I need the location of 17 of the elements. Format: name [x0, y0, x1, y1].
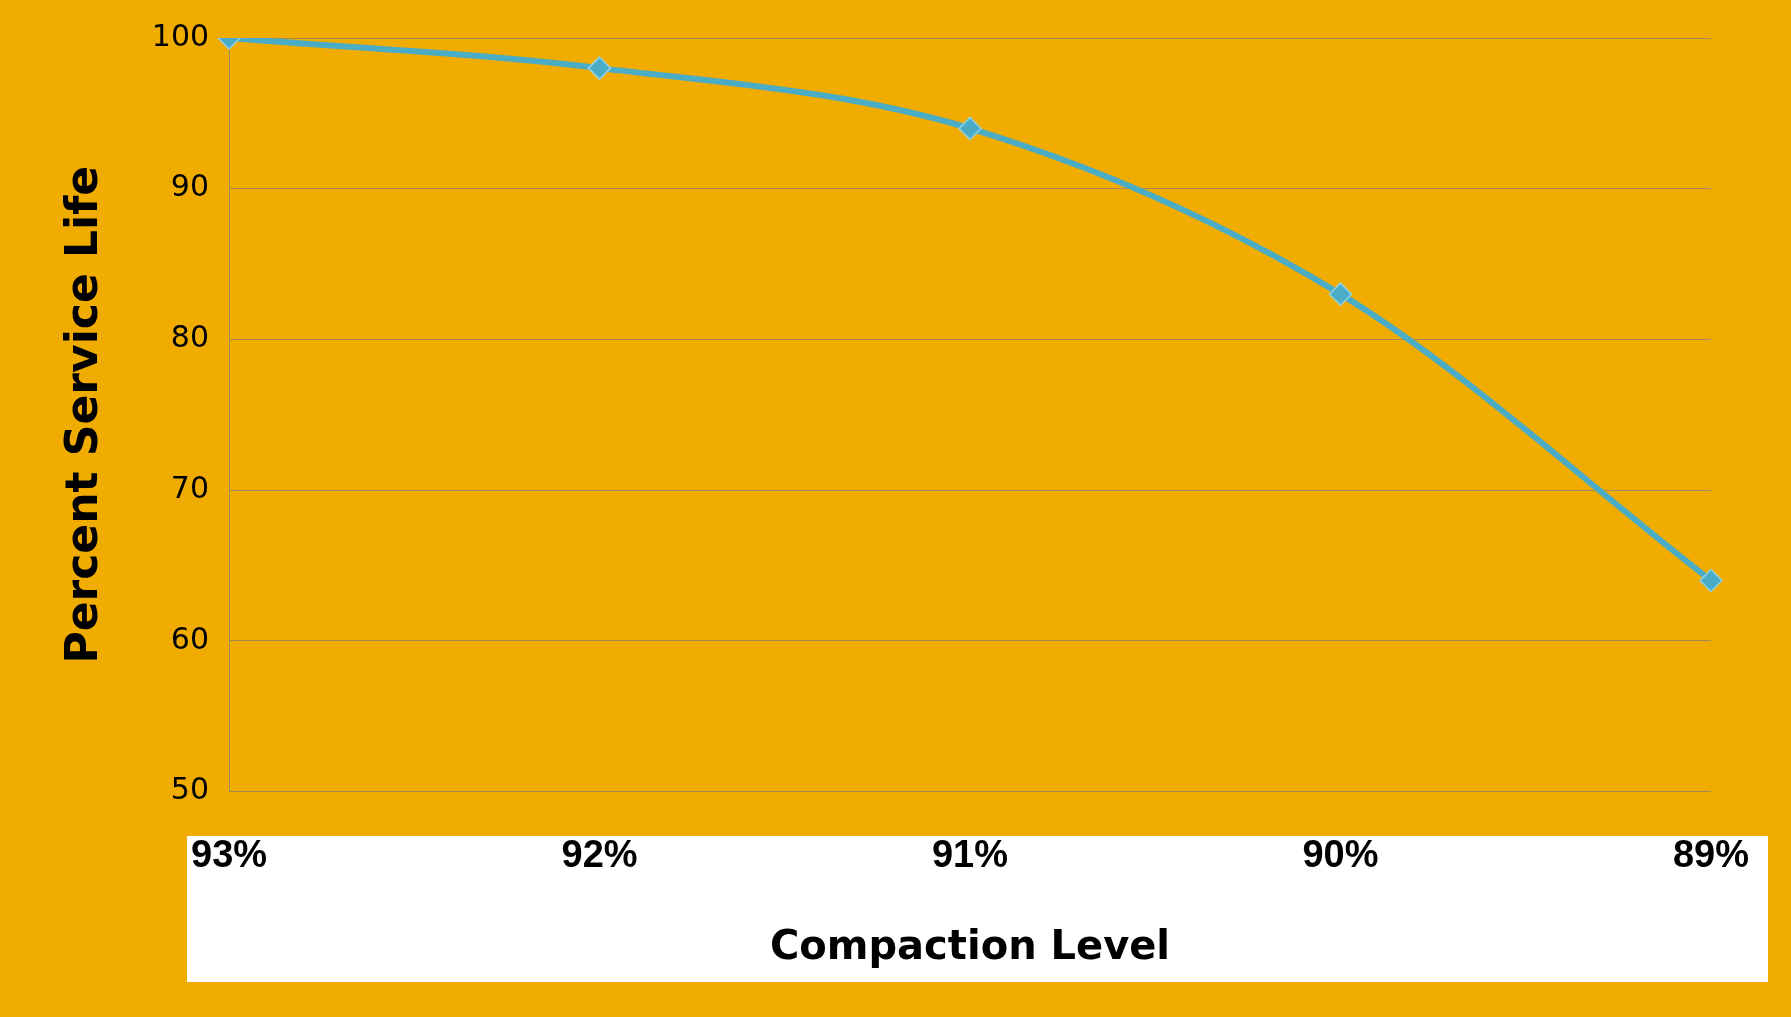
point	[587, 56, 612, 80]
point	[1328, 282, 1353, 306]
y-tick-label: 50	[170, 771, 210, 807]
x-tick-label: 91%	[931, 832, 1009, 875]
x-tick-label: 89%	[1672, 832, 1749, 875]
x-tick-label: 90%	[1302, 832, 1379, 875]
point	[958, 116, 982, 141]
y-tick-label: 90	[170, 168, 210, 204]
point	[1699, 568, 1723, 593]
x-axis-title: Compaction Level	[769, 922, 1171, 969]
y-tick-label: 100	[151, 17, 210, 53]
y-tick-label: 60	[170, 620, 210, 656]
x-tick-label: 93%	[191, 832, 268, 875]
y-tick-label: 70	[170, 469, 210, 505]
y-tick-label: 80	[170, 319, 210, 355]
x-tick-label: 92%	[561, 832, 638, 875]
y-axis-title: Percent Service Life	[55, 165, 107, 664]
